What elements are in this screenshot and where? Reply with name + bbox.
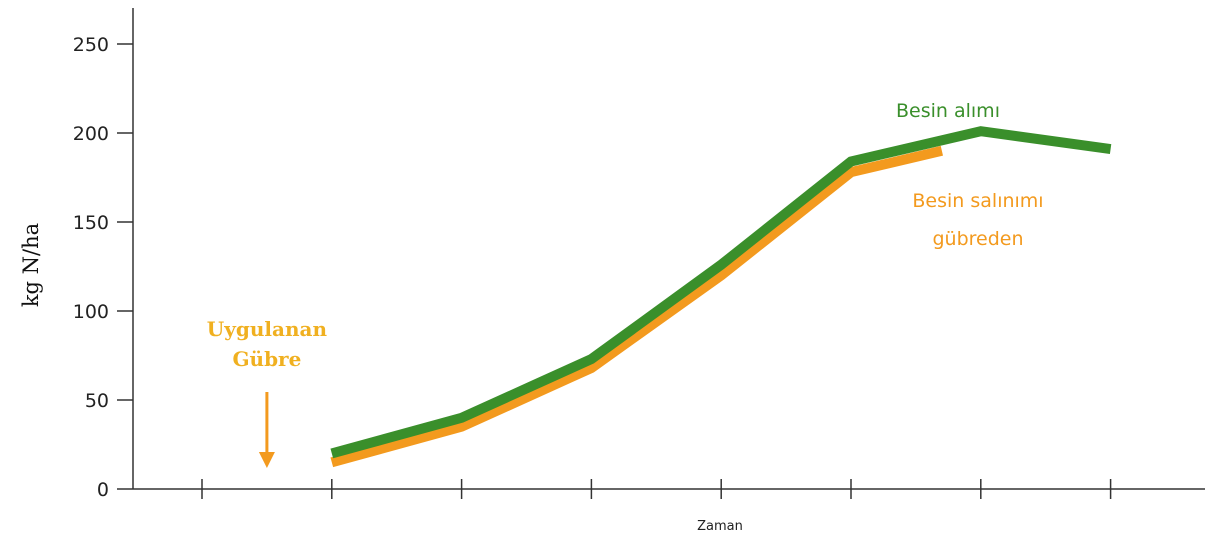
annotation-arrow-head	[258, 452, 275, 468]
axes	[132, 8, 1205, 490]
annotation-text: Uygulanan	[207, 317, 328, 341]
annotation-text: Gübre	[232, 347, 301, 371]
y-tick-label: 250	[73, 34, 109, 56]
x-axis-label: Zaman	[697, 519, 743, 534]
series-line-uptake	[330, 126, 1112, 459]
series-label-uptake: Besin alımı	[896, 100, 1000, 122]
series-line-release	[330, 145, 944, 468]
y-tick-label: 100	[73, 301, 109, 323]
fertilizer-annotation: Uygulanan Gübre	[207, 317, 328, 468]
y-axis-ticks: 0 50 100 150 200 250	[73, 34, 133, 501]
series-labels: Besin salınımı gübreden Besin alımı	[896, 100, 1044, 250]
y-tick-label: 50	[85, 390, 109, 412]
series-lines	[330, 126, 1112, 468]
x-axis-ticks	[201, 479, 1112, 499]
series-label-release: Besin salınımı	[912, 190, 1043, 212]
series-label-release: gübreden	[932, 228, 1023, 250]
y-axis-label: kg N/ha	[19, 223, 43, 307]
y-tick-label: 0	[97, 479, 109, 501]
y-tick-label: 150	[73, 212, 109, 234]
y-tick-label: 200	[73, 123, 109, 145]
